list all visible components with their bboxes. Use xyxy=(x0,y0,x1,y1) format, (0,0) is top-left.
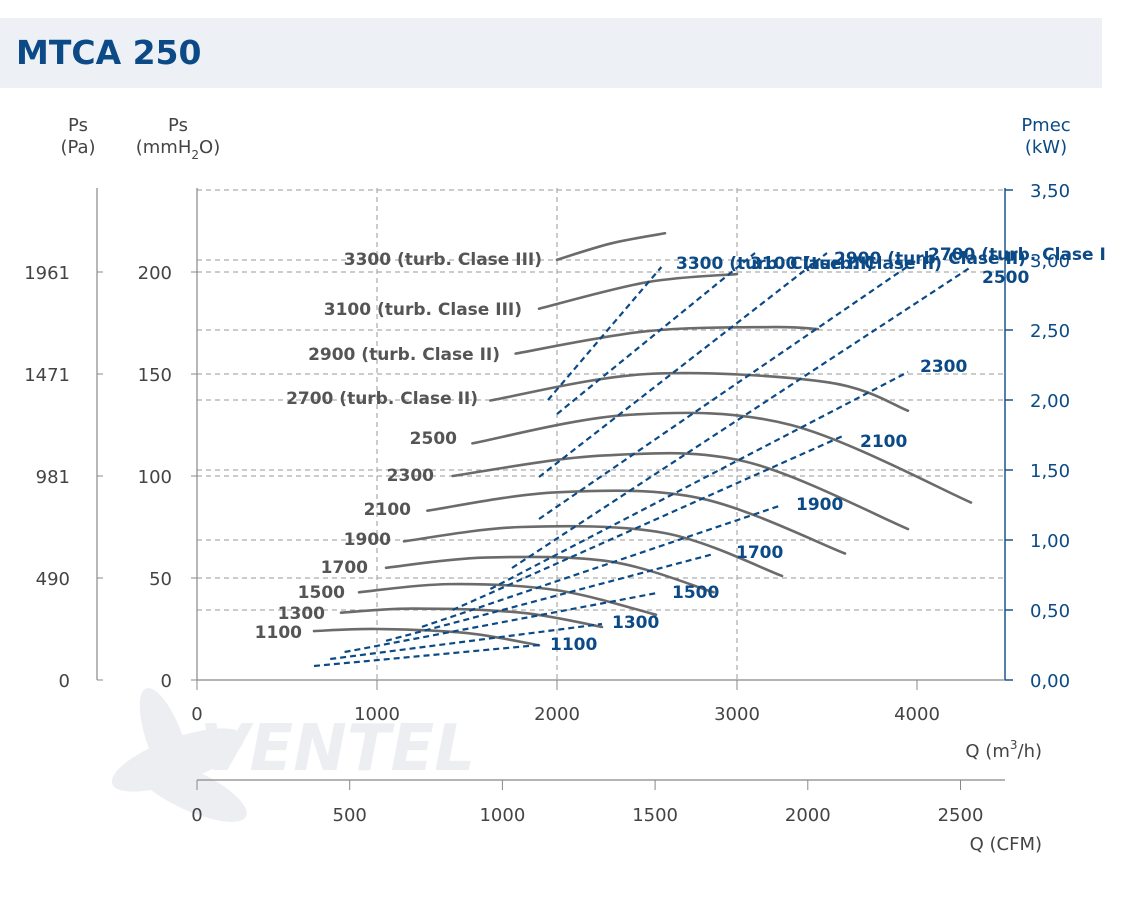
pressure-curve-label: 1500 xyxy=(298,583,345,603)
power-curve-label: 2300 xyxy=(920,357,967,377)
pmec-axis-title-2: (kW) xyxy=(1025,137,1067,158)
pa-tick-label: 981 xyxy=(36,467,70,488)
title-bar xyxy=(0,18,1102,88)
pressure-curve-3300 xyxy=(555,231,667,262)
power-curve-3100 xyxy=(556,252,756,415)
pressure-curve-2300 xyxy=(451,451,910,531)
pressure-curve-1700 xyxy=(384,555,715,594)
pmec-tick-label: 2,00 xyxy=(1030,391,1070,412)
mm-tick-label: 0 xyxy=(161,671,172,692)
power-curve-label: 2700 (turb. Clase I xyxy=(928,245,1106,265)
power-curve-2500 xyxy=(511,266,972,569)
cfm-tick-label: 0 xyxy=(191,805,202,826)
q-tick-label: 3000 xyxy=(714,704,760,725)
pa-axis-title-2: (Pa) xyxy=(60,137,95,158)
power-curve-label: 2100 xyxy=(860,432,907,452)
axis-ticks: 0 490 981 1471 1961 0 50 100 150 200 0,00 0,50 1,00 1… xyxy=(24,181,1070,826)
pressure-curve-2700 xyxy=(489,371,910,413)
mm-tick-label: 200 xyxy=(138,263,172,284)
cfm-tick-label: 2500 xyxy=(938,805,984,826)
power-curve-3300 xyxy=(547,266,663,401)
grid xyxy=(197,188,1005,680)
pa-tick-label: 1961 xyxy=(24,263,70,284)
pressure-curve-label: 1900 xyxy=(344,530,391,550)
pressure-curve-label: 1700 xyxy=(321,558,368,578)
watermark-text: VENTEL xyxy=(200,712,475,786)
pmec-tick-label: 3,50 xyxy=(1030,181,1070,202)
power-curve-2300 xyxy=(489,371,909,590)
power-curve-label: 1300 xyxy=(612,613,659,633)
pressure-curve-3100 xyxy=(537,272,739,311)
power-curves xyxy=(313,252,972,668)
watermark: VENTEL xyxy=(111,687,475,822)
pressure-curve-1900 xyxy=(402,524,784,578)
pressure-curve-label: 2700 (turb. Clase II) xyxy=(286,389,478,409)
pressure-curve-label: 2100 xyxy=(364,500,411,520)
q-tick-label: 1000 xyxy=(354,704,400,725)
pressure-curve-label: 2300 xyxy=(387,466,434,486)
pressure-curves xyxy=(312,231,973,647)
power-curve-label: 1100 xyxy=(550,635,597,655)
pressure-curve-label: 2900 (turb. Clase II) xyxy=(308,345,500,365)
pmec-axis-title-1: Pmec xyxy=(1021,115,1070,136)
pa-axis-title-1: Ps xyxy=(68,115,88,136)
fan-logo-icon xyxy=(111,687,247,822)
power-curve-1700 xyxy=(385,552,714,642)
mm-axis-title-1: Ps xyxy=(168,115,188,136)
pmec-tick-label: 0,50 xyxy=(1030,601,1070,622)
mm-axis-title-2: (mmH2O) xyxy=(136,137,220,162)
mm-tick-label: 50 xyxy=(149,569,172,590)
pmec-tick-label: 1,00 xyxy=(1030,531,1070,552)
pressure-curve-2100 xyxy=(426,489,847,555)
page-title: MTCA 250 xyxy=(16,33,202,72)
pressure-curve-label: 2500 xyxy=(410,429,457,449)
power-curve-1500 xyxy=(344,592,657,654)
cfm-tick-label: 1000 xyxy=(479,805,525,826)
power-curve-1100 xyxy=(313,643,540,668)
power-curve-2900 xyxy=(538,252,828,478)
pa-tick-label: 0 xyxy=(59,671,70,692)
pmec-tick-label: 3,00 xyxy=(1030,251,1070,272)
pa-tick-label: 1471 xyxy=(24,365,70,386)
pressure-curve-label: 1300 xyxy=(278,604,325,624)
cfm-axis-title: Q (CFM) xyxy=(970,834,1042,855)
power-curve-label: 1700 xyxy=(736,543,783,563)
pmec-tick-label: 1,50 xyxy=(1030,461,1070,482)
mm-tick-label: 150 xyxy=(138,365,172,386)
pmec-tick-label: 2,50 xyxy=(1030,321,1070,342)
cfm-tick-label: 1500 xyxy=(632,805,678,826)
q-tick-label: 4000 xyxy=(894,704,940,725)
cfm-tick-label: 2000 xyxy=(785,805,831,826)
pressure-curve-2900 xyxy=(514,325,820,355)
power-curve-label: 1900 xyxy=(796,495,843,515)
q-tick-label: 2000 xyxy=(534,704,580,725)
pa-tick-label: 490 xyxy=(36,569,70,590)
q-axis-title: Q (m3/h) xyxy=(965,738,1042,762)
power-curve-1300 xyxy=(330,622,603,661)
pressure-curve-label: 1100 xyxy=(255,623,302,643)
power-curve-1900 xyxy=(421,503,783,628)
power-curve-2100 xyxy=(452,433,846,612)
q-tick-label: 0 xyxy=(191,704,202,725)
power-curve-label: 3100 (turb. Clase II) xyxy=(750,254,942,274)
power-curve-label: 2500 xyxy=(982,268,1029,288)
pressure-curve-label: 3300 (turb. Clase III) xyxy=(344,250,542,270)
power-curve-label: 2900 (turb. Clase II) xyxy=(834,249,1026,269)
power-curve-label: 3300 (turb. Clase III) xyxy=(676,254,874,274)
pmec-tick-label: 0,00 xyxy=(1030,671,1070,692)
power-curve-2700 xyxy=(538,259,918,520)
pressure-curve-2500 xyxy=(471,411,973,504)
pressure-curve-label: 3100 (turb. Clase III) xyxy=(324,300,522,320)
power-curve-label: 1500 xyxy=(672,583,719,603)
mm-tick-label: 100 xyxy=(138,467,172,488)
cfm-tick-label: 500 xyxy=(333,805,367,826)
